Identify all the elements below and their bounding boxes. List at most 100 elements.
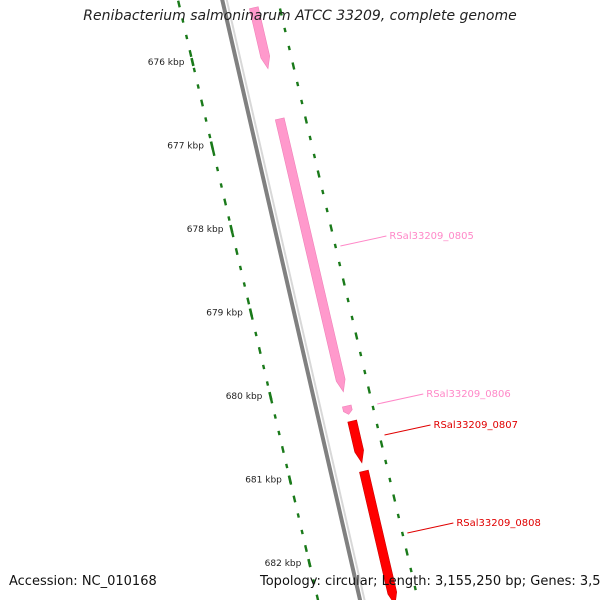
gc-tick [413,585,417,591]
gc-tick [346,297,350,303]
gc-tick [227,216,231,221]
gc-tick [278,8,283,16]
gc-tick [246,297,251,305]
gc-tick [354,332,359,340]
gene-label: RSal33209_0808 [456,518,540,529]
gc-tick [315,594,320,600]
gc-tick [287,45,291,51]
gc-tick [215,166,220,172]
gene-arrow-pink[interactable] [274,117,346,393]
kbp-tick-mark [248,308,254,317]
gene-label-leader [340,235,387,247]
gc-tick [200,99,204,107]
gene-label-leader [377,393,424,405]
gene-arrow-pink[interactable] [249,6,271,70]
gc-tick [181,18,185,23]
kbp-tick-label: 680 kbp [226,392,263,402]
gc-tick [261,364,266,370]
gc-tick [312,153,317,159]
gc-tick [316,170,321,178]
gc-tick [254,331,258,337]
gc-tick [238,265,243,271]
gc-tick [337,261,342,267]
genome-backbone [220,0,366,600]
gc-tick [265,381,270,386]
gene-label: RSal33209_0805 [389,231,473,242]
gc-tick [192,67,197,73]
gene-label-leader [407,522,454,534]
gc-tick [176,0,181,8]
gc-tick [308,135,312,141]
gc-tick [358,351,363,357]
gene-label-leader [384,424,431,436]
gc-tick [304,116,308,124]
kbp-tick-label: 678 kbp [187,225,224,235]
gene-arrow-red[interactable] [359,469,398,600]
gc-tick [184,34,189,40]
gc-tick [375,423,380,429]
gc-tick [208,133,212,139]
map-title: Renibacterium salmoninarum ATCC 33209, c… [83,8,517,24]
gc-tick [219,183,223,188]
gc-tick [280,445,285,454]
gc-tick [325,207,329,213]
kbp-tick-label: 682 kbp [265,559,302,569]
kbp-tick-mark [209,141,215,150]
gc-tick [300,99,304,105]
gc-tick [196,84,200,89]
gc-tick [363,369,367,375]
inner-gc-ticks [176,0,320,600]
kbp-tick-mark [307,558,312,568]
backbone-shadow-line [225,0,366,600]
gc-tick [242,282,247,287]
gc-tick [321,189,325,195]
gc-tick [283,27,287,33]
gene-features [249,6,398,600]
backbone-line [220,0,363,600]
gc-tick [223,198,228,206]
gene-label: RSal33209_0806 [426,389,510,400]
gc-tick [388,477,392,483]
gc-tick [277,430,281,436]
gc-tick [285,463,289,469]
gc-tick [273,414,277,419]
gene-labels: RSal33209_0805 RSal33209_0806 RSal33209_08… [340,231,541,534]
gc-tick [211,148,216,157]
gene-label: RSal33209_0807 [434,420,518,431]
gc-tick [296,513,300,518]
gc-tick [371,405,375,411]
gc-tick [312,579,316,584]
gc-tick [392,494,397,502]
gc-tick [234,247,239,256]
kbp-tick-mark [287,475,293,484]
gc-tick [291,62,296,70]
gc-tick [188,49,193,58]
kbp-tick-mark [229,224,234,234]
kbp-tick-label: 679 kbp [206,309,243,319]
gc-tick [341,278,346,286]
kbp-tick-mark [268,391,273,401]
gc-tick [257,346,262,355]
gc-tick [396,513,401,519]
gc-tick [384,459,388,465]
gc-tick [404,548,409,556]
kbp-tick-mark [190,57,195,67]
gc-tick [304,544,308,553]
kbp-scale: 676 kbp 677 kbp 678 kbp 679 kbp 680 kbp 681 k… [148,57,312,569]
gc-tick [292,495,297,503]
kbp-tick-label: 677 kbp [167,142,204,152]
genome-summary-text: Topology: circular; Length: 3,155,250 bp… [260,574,600,589]
gene-arrow-red[interactable] [347,419,364,464]
gc-tick [350,315,354,321]
gene-arrow-pink[interactable] [342,404,353,415]
gc-tick [231,232,235,238]
gc-tick [204,117,208,122]
gc-tick [300,529,304,535]
gc-tick [333,243,338,249]
gc-tick [295,81,300,87]
gc-tick [367,386,371,394]
gc-tick [329,224,334,232]
gc-tick [400,531,405,537]
